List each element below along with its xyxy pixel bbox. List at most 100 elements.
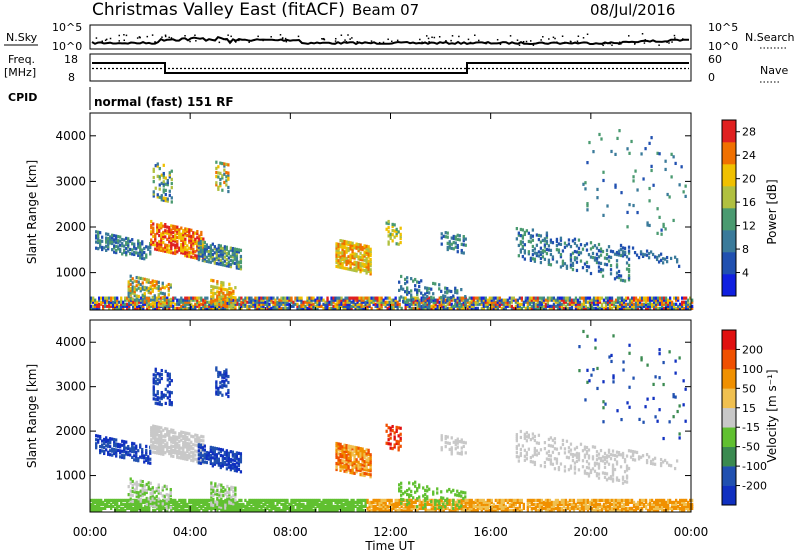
scatter-cell [338, 506, 341, 510]
scatter-cell [504, 304, 507, 308]
scatter-cell [160, 173, 163, 177]
scatter-cell [688, 506, 692, 510]
scatter-cell [238, 508, 241, 512]
scatter-cell [345, 242, 348, 246]
scatter-cell [162, 452, 165, 456]
scatter-cell [204, 296, 207, 300]
scatter-cell [602, 502, 606, 506]
scatter-cell [164, 235, 167, 239]
scatter-cell [357, 247, 360, 251]
scatter-cell [104, 506, 107, 510]
scatter-cell [351, 249, 354, 254]
scatter-cell [223, 164, 226, 168]
scatter-cell [162, 184, 165, 188]
scatter-cell [252, 298, 255, 302]
scatter-cell [360, 304, 363, 308]
scatter-cell [540, 296, 544, 300]
scatter-cell [353, 254, 356, 258]
scatter-cell [109, 237, 112, 241]
scatter-cell [349, 261, 352, 265]
scatter-cell [141, 447, 144, 452]
freq-label-1: Freq. [8, 53, 35, 66]
scatter-cell [376, 302, 379, 306]
scatter-cell [114, 302, 117, 306]
scatter-cell [634, 296, 638, 300]
scatter-cell [326, 502, 329, 506]
scatter-cell [388, 502, 391, 506]
scatter-cell [162, 300, 165, 304]
scatter-cell [234, 296, 237, 300]
scatter-cell [128, 296, 131, 300]
scatter-cell [577, 238, 581, 242]
scatter-cell [390, 502, 393, 506]
scatter-cell [127, 292, 130, 296]
scatter-cell [666, 192, 669, 197]
scatter-cell [194, 500, 197, 504]
scatter-cell [188, 246, 191, 250]
scatter-cell [680, 500, 684, 504]
scatter-cell [196, 498, 199, 502]
scatter-cell [446, 247, 449, 252]
scatter-cell [121, 244, 124, 248]
scatter-cell [358, 500, 361, 504]
scatter-cell [655, 257, 659, 262]
scatter-cell [604, 508, 608, 512]
scatter-cell [180, 244, 183, 249]
scatter-cell [536, 306, 540, 310]
scatter-cell [664, 504, 668, 508]
scatter-cell [231, 246, 235, 251]
scatter-cell [215, 255, 219, 259]
scatter-cell [640, 302, 644, 306]
scatter-cell [571, 239, 575, 243]
scatter-cell [186, 254, 189, 258]
scatter-cell [482, 304, 485, 308]
scatter-cell [186, 457, 189, 462]
scatter-cell [496, 506, 499, 510]
scatter-cell [264, 500, 267, 504]
scatter-cell [119, 443, 122, 447]
scatter-cell [446, 291, 449, 295]
scatter-cell [332, 300, 335, 304]
scatter-cell [202, 500, 205, 504]
scatter-cell [123, 440, 126, 444]
scatter-cell [115, 244, 118, 249]
scatter-cell [149, 250, 152, 254]
scatter-cell [213, 261, 217, 265]
scatter-cell [172, 448, 175, 453]
scatter-cell [382, 300, 385, 304]
scatter-cell [178, 230, 181, 234]
scatter-cell [220, 282, 223, 287]
scatter-cell [219, 250, 223, 254]
scatter-cell [624, 298, 628, 302]
scatter-cell [369, 257, 372, 262]
scatter-cell [168, 445, 171, 450]
scatter-cell [264, 300, 267, 304]
scatter-cell [353, 246, 356, 250]
scatter-cell [235, 251, 239, 256]
scatter-cell [121, 449, 124, 453]
scatter-cell [680, 296, 684, 300]
scatter-cell [180, 298, 183, 302]
scatter-cell [217, 451, 221, 455]
scatter-cell [172, 454, 175, 459]
scatter-cell [184, 500, 187, 504]
scatter-cell [626, 210, 629, 215]
scatter-cell [162, 506, 165, 510]
scatter-cell [571, 251, 575, 255]
scatter-cell [200, 230, 203, 235]
scatter-cell [256, 302, 259, 306]
scatter-cell [150, 298, 153, 302]
scatter-cell [682, 502, 686, 506]
scatter-cell [184, 254, 187, 258]
scatter-cell [221, 263, 225, 267]
scatter-cell [344, 304, 347, 308]
scatter-cell [112, 504, 115, 508]
scatter-cell [168, 429, 171, 434]
scatter-cell [460, 298, 463, 302]
scatter-cell [357, 249, 360, 253]
scatter-cell [516, 298, 520, 302]
scatter-cell [151, 302, 154, 306]
scatter-cell [125, 242, 128, 247]
scatter-cell [164, 498, 167, 502]
scatter-cell [226, 296, 229, 300]
